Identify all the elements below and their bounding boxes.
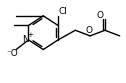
Text: O: O <box>86 26 93 35</box>
Text: ⁻O: ⁻O <box>7 49 18 58</box>
Text: N: N <box>22 35 29 44</box>
Text: +: + <box>27 32 33 38</box>
Text: Cl: Cl <box>59 7 67 16</box>
Text: O: O <box>97 11 103 20</box>
